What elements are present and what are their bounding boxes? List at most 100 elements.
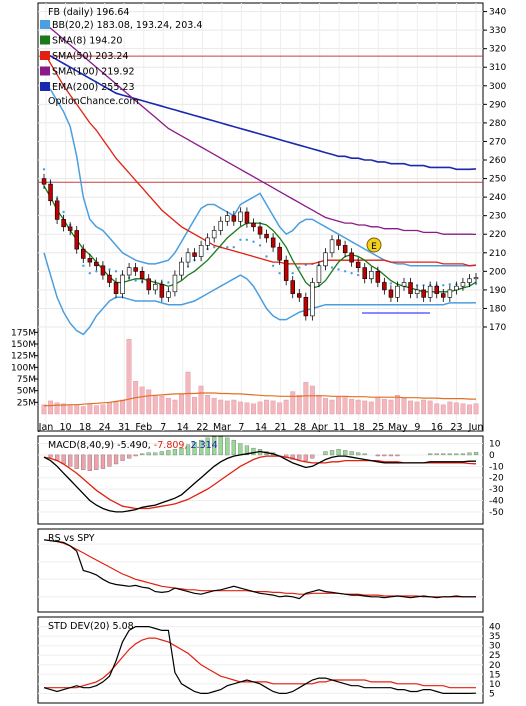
- macd-histogram-bar: [388, 454, 394, 457]
- macd-histogram-bar: [473, 452, 479, 456]
- macd-histogram-bar: [94, 454, 99, 470]
- price-tick-label: 320: [489, 45, 506, 55]
- volume-bar: [192, 397, 198, 415]
- bollinger-mid-dot: [42, 168, 46, 171]
- price-tick-label: 240: [489, 193, 506, 203]
- bollinger-mid-dot: [357, 273, 360, 277]
- bollinger-mid-dot: [298, 266, 301, 269]
- price-candle: [67, 226, 73, 231]
- price-candle: [336, 239, 341, 246]
- price-candle: [211, 230, 217, 239]
- macd-histogram-bar: [362, 453, 367, 456]
- macd-histogram-bar: [140, 453, 145, 456]
- macd-histogram-bar: [87, 454, 92, 471]
- macd-histogram-bar: [192, 442, 197, 456]
- volume-bar: [316, 395, 322, 415]
- price-candle: [283, 259, 289, 281]
- volume-bar: [414, 401, 420, 415]
- price-tick-label: 300: [489, 82, 506, 92]
- bollinger-mid-dot: [167, 281, 170, 284]
- price-candle: [368, 270, 374, 279]
- date-tick-label: Jun: [468, 422, 484, 433]
- volume-bar: [349, 398, 355, 415]
- date-tick-label: 14: [255, 422, 267, 433]
- price-candle: [48, 183, 53, 202]
- macd-histogram-bar: [231, 439, 236, 456]
- volume-bar: [178, 394, 184, 415]
- bollinger-mid-dot: [108, 268, 111, 271]
- macd-tick-label: 10: [489, 440, 501, 450]
- volume-bar: [61, 403, 67, 415]
- rs-panel-frame: [37, 528, 484, 613]
- price-tick-label: 270: [489, 137, 506, 147]
- macd-histogram-bar: [68, 454, 73, 467]
- price-candle: [323, 252, 328, 267]
- volume-bar: [473, 403, 479, 415]
- price-candle: [414, 289, 420, 294]
- volume-bar: [408, 400, 413, 415]
- macd-tick-label: -40: [489, 497, 504, 507]
- price-candle: [172, 274, 178, 293]
- stddev-tick-label: 10: [489, 680, 501, 690]
- date-tick-label: 7: [238, 422, 244, 433]
- price-tick-label: 340: [489, 8, 506, 18]
- price-tick-label: 260: [489, 156, 506, 166]
- legend-swatch: [40, 82, 50, 91]
- macd-histogram-bar: [375, 454, 380, 457]
- earnings-marker-label: E: [371, 242, 377, 252]
- date-tick-label: 28: [294, 422, 306, 433]
- macd-histogram-bar: [238, 443, 243, 456]
- macd-histogram-bar: [133, 454, 138, 457]
- bollinger-mid-dot: [245, 238, 249, 241]
- volume-bar: [277, 402, 283, 415]
- price-candles: [41, 173, 479, 321]
- price-candle: [277, 246, 282, 261]
- price-candle: [166, 291, 171, 298]
- rs-gridlines: [38, 543, 483, 598]
- volume-bar: [172, 399, 178, 415]
- legend-swatch: [40, 35, 50, 45]
- price-candle: [179, 261, 184, 276]
- macd-histogram-bar: [212, 436, 217, 456]
- stddev-tick-label: 15: [489, 670, 500, 680]
- price-candle: [388, 289, 394, 298]
- volume-bar: [152, 395, 158, 415]
- price-tick-label: 310: [489, 63, 506, 73]
- volume-bar: [290, 391, 296, 415]
- price-candle: [375, 270, 381, 283]
- macd-histogram-bar: [441, 453, 446, 456]
- macd-histogram-bar: [467, 452, 472, 456]
- volume-bar: [270, 400, 276, 415]
- volume-bar: [224, 400, 230, 415]
- volume-bar: [218, 399, 224, 415]
- price-candle: [107, 274, 112, 283]
- price-candle: [440, 293, 446, 298]
- volume-bar: [323, 397, 328, 415]
- price-candle: [205, 237, 210, 246]
- horizontal-resistance-lines: [38, 55, 483, 183]
- price-candle: [54, 200, 60, 220]
- volume-bar: [368, 401, 374, 415]
- price-tick-label: 210: [489, 249, 506, 259]
- volume-bar: [139, 386, 145, 415]
- price-candle: [257, 226, 263, 235]
- price-tick-label: 190: [489, 286, 506, 296]
- volume-bar: [303, 382, 309, 415]
- volume-bar: [309, 385, 315, 415]
- price-candle: [159, 283, 165, 298]
- macd-histogram-bar: [251, 447, 256, 456]
- volume-tick-label: 25M: [17, 398, 36, 408]
- volume-bar: [244, 402, 250, 415]
- price-candle: [81, 248, 86, 259]
- volume-bar: [296, 395, 302, 415]
- bollinger-mid-dot: [278, 272, 281, 275]
- price-candle: [126, 267, 132, 276]
- volume-bar: [434, 403, 440, 415]
- volume-bar: [401, 397, 407, 415]
- date-tick-label: 7: [160, 422, 166, 433]
- bollinger-mid-dot: [330, 266, 334, 269]
- date-tick-label: 10: [59, 422, 71, 433]
- volume-tick-label: 150M: [11, 340, 36, 350]
- volume-bar: [388, 399, 394, 415]
